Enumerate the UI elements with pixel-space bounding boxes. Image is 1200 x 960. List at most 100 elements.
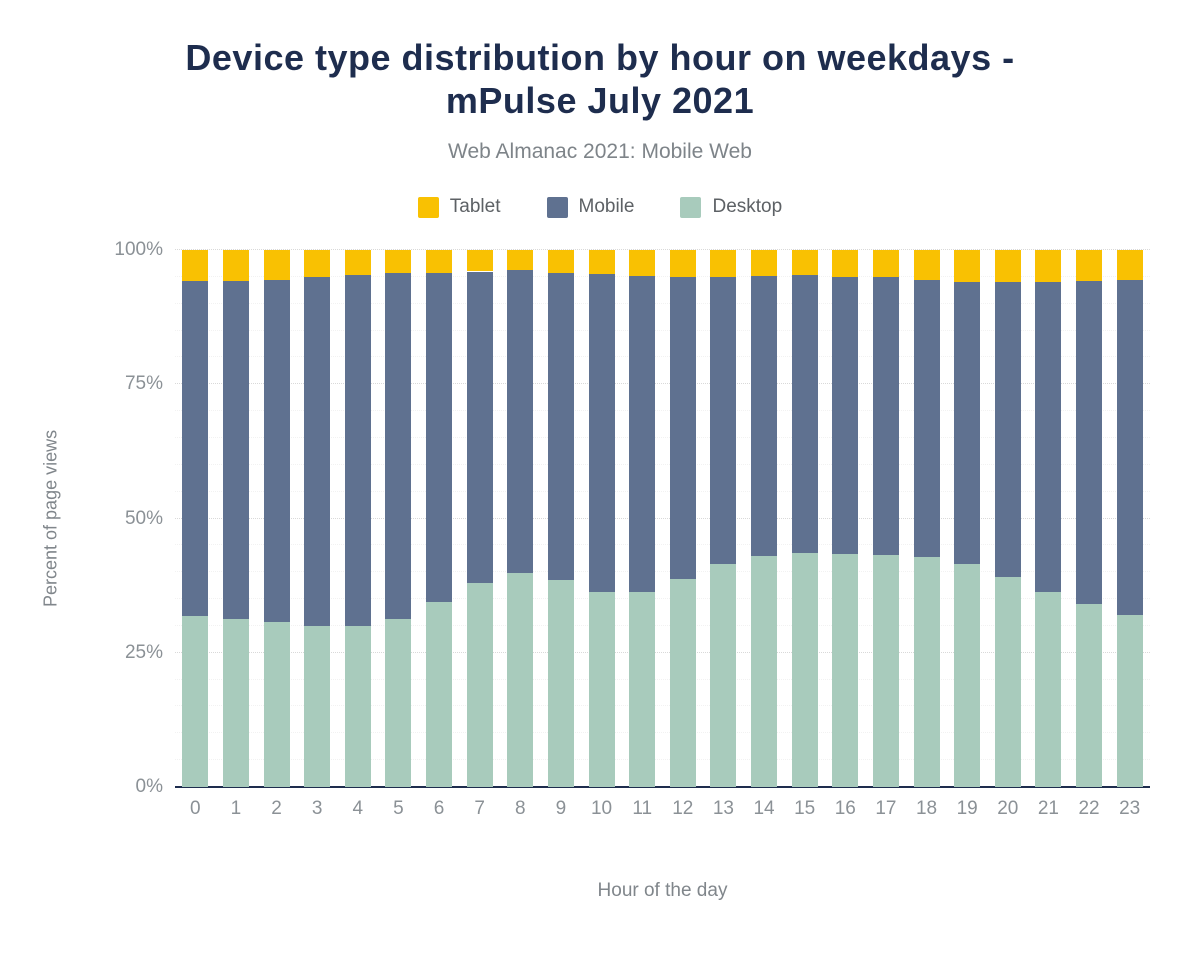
bar-segment-mobile	[872, 277, 899, 556]
bar-segment-mobile	[466, 271, 493, 584]
bar-hour-12	[669, 250, 696, 787]
legend-label-tablet: Tablet	[449, 196, 501, 217]
chart-title-line1: Device type distribution by hour on week…	[185, 37, 1015, 78]
bar-segment-mobile	[507, 270, 534, 574]
bar-segment-tablet	[994, 250, 1021, 282]
bar-segment-mobile	[832, 277, 859, 554]
bar-segment-desktop	[791, 553, 818, 787]
x-tick-label-23: 23	[1119, 798, 1141, 819]
bar-hour-17	[872, 250, 899, 787]
bar-hour-0	[182, 250, 209, 787]
legend-swatch-tablet	[417, 196, 439, 218]
bar-segment-tablet	[222, 250, 249, 282]
x-tick-label-18: 18	[915, 798, 938, 819]
bar-segment-mobile	[263, 279, 290, 623]
bar-hour-22	[1076, 250, 1103, 787]
bar-segment-mobile	[304, 277, 331, 627]
bar-segment-desktop	[832, 553, 859, 787]
x-tick-label-8: 8	[515, 798, 526, 819]
bar-segment-desktop	[426, 601, 453, 787]
gridline-30	[175, 624, 1150, 626]
bar-hour-15	[791, 250, 818, 787]
bar-segment-tablet	[629, 250, 656, 277]
legend-swatch-desktop	[680, 196, 702, 218]
bar-segment-tablet	[669, 250, 696, 278]
bar-hour-3	[304, 250, 331, 787]
bar-hour-14	[751, 250, 778, 787]
gridline-45	[175, 544, 1150, 546]
legend-item-desktop: Desktop	[680, 196, 782, 218]
bar-segment-mobile	[954, 281, 981, 564]
bar-segment-desktop	[710, 563, 737, 787]
bar-segment-tablet	[385, 250, 412, 274]
bar-segment-desktop	[954, 563, 981, 787]
gridline-20	[175, 678, 1150, 680]
gridline-100	[175, 249, 1150, 250]
bar-hour-16	[832, 250, 859, 787]
bar-segment-tablet	[954, 250, 981, 282]
y-tick-label-25: 25%	[124, 641, 163, 663]
bar-segment-mobile	[182, 281, 209, 617]
plot-area	[175, 249, 1150, 788]
bar-segment-desktop	[182, 616, 209, 787]
gridline-95	[175, 275, 1150, 277]
bar-segment-mobile	[222, 281, 249, 620]
bar-hour-6	[426, 250, 453, 787]
chart-subtitle: Web Almanac 2021: Mobile Web	[448, 140, 752, 163]
bar-hour-10	[588, 250, 615, 787]
bar-segment-mobile	[1116, 279, 1143, 616]
bar-segment-desktop	[872, 555, 899, 787]
legend-item-mobile: Mobile	[546, 196, 634, 218]
x-tick-label-14: 14	[753, 798, 775, 819]
bar-segment-mobile	[669, 277, 696, 579]
bar-segment-tablet	[751, 250, 778, 276]
bar-segment-tablet	[263, 250, 290, 280]
y-tick-label-0: 0%	[135, 776, 163, 797]
bar-segment-mobile	[344, 275, 371, 627]
gridline-55	[175, 490, 1150, 492]
bar-hour-19	[954, 250, 981, 787]
legend-item-tablet: Tablet	[417, 196, 501, 218]
x-tick-label-20: 20	[997, 798, 1019, 819]
bar-segment-tablet	[466, 250, 493, 272]
bar-segment-mobile	[385, 273, 412, 620]
bar-hour-8	[507, 250, 534, 787]
x-tick-label-9: 9	[555, 798, 567, 819]
x-tick-label-2: 2	[271, 798, 282, 819]
bar-segment-mobile	[751, 275, 778, 557]
x-tick-label-0: 0	[190, 798, 201, 819]
gridline-90	[175, 302, 1150, 304]
bar-segment-tablet	[1076, 250, 1103, 282]
x-tick-label-19: 19	[956, 798, 978, 819]
bar-segment-mobile	[994, 281, 1021, 578]
gridline-15	[175, 705, 1150, 707]
bar-segment-tablet	[507, 250, 534, 271]
y-tick-label-75: 75%	[124, 373, 163, 395]
x-tick-label-5: 5	[393, 798, 404, 819]
bar-segment-desktop	[222, 619, 249, 787]
bar-segment-desktop	[547, 579, 574, 787]
x-axis-line	[175, 786, 1150, 788]
x-axis-title: Hour of the day	[597, 880, 728, 901]
bar-hour-21	[1035, 250, 1062, 787]
bar-hour-4	[344, 250, 371, 787]
legend-label-desktop: Desktop	[712, 196, 783, 217]
x-tick-label-15: 15	[794, 798, 816, 819]
gridline-40	[175, 571, 1150, 573]
bar-segment-desktop	[629, 592, 656, 787]
x-tick-label-12: 12	[672, 798, 694, 819]
y-axis-ticks: 0% 25% 50% 75% 100%	[55, 239, 163, 797]
gridline-25	[175, 651, 1150, 653]
bar-segment-mobile	[1076, 281, 1103, 605]
bar-segment-desktop	[344, 626, 371, 787]
bar-segment-desktop	[994, 577, 1021, 787]
chart-title: Device type distribution by hour on week…	[0, 36, 1200, 122]
x-tick-label-22: 22	[1078, 798, 1100, 819]
bar-hour-20	[994, 250, 1021, 787]
x-tick-label-6: 6	[433, 798, 445, 819]
bar-segment-tablet	[588, 250, 615, 274]
x-tick-label-1: 1	[230, 798, 242, 819]
gridline-80	[175, 356, 1150, 358]
bar-hour-18	[913, 250, 940, 787]
